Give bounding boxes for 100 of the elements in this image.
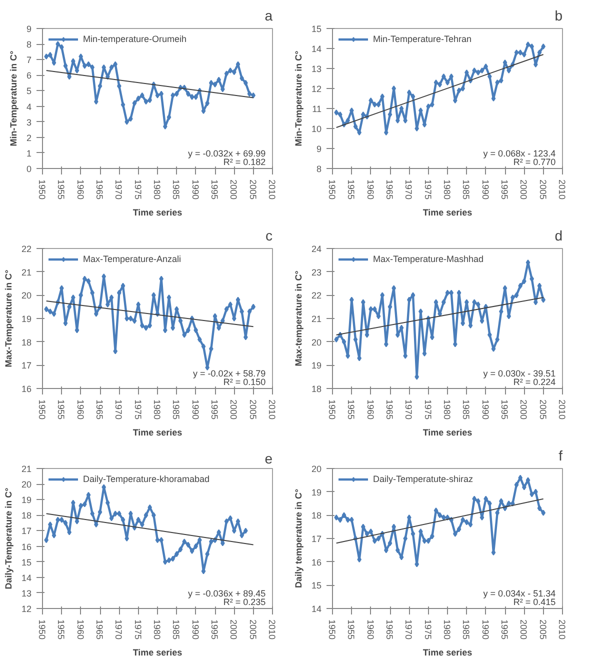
- x-tick-label: 1950: [327, 180, 337, 200]
- annotation: y = -0.02x + 58.79: [193, 368, 266, 378]
- x-axis-title: Time series: [422, 428, 472, 438]
- x-tick-label: 2000: [228, 400, 239, 420]
- x-tick-label: 1995: [210, 400, 220, 420]
- x-tick-label: 1975: [132, 400, 143, 420]
- x-tick-label: 1980: [442, 400, 452, 420]
- x-tick-label: 2005: [538, 620, 548, 640]
- y-tick-label: 15: [21, 557, 32, 568]
- x-tick-label: 1985: [171, 400, 182, 420]
- y-tick-label: 21: [311, 314, 322, 324]
- x-tick-label: 1990: [480, 400, 490, 420]
- x-tick-label: 1970: [114, 400, 124, 420]
- annotation: R² = 0.415: [513, 597, 556, 608]
- x-tick-label: 1970: [404, 180, 414, 200]
- y-tick-label: 19: [21, 495, 32, 506]
- x-tick-label: 1980: [152, 620, 162, 640]
- y-tick-label: 16: [311, 557, 322, 568]
- x-tick-label: 2000: [228, 180, 239, 200]
- x-tick-label: 2010: [267, 620, 277, 640]
- y-tick-label: 19: [21, 314, 32, 324]
- y-tick-label: 3: [26, 117, 32, 128]
- x-tick-label: 1960: [75, 400, 86, 420]
- annotation: R² = 0.150: [223, 377, 266, 388]
- y-tick-label: 0: [26, 164, 32, 174]
- legend-label: Max-Temperature-Mashhad: [373, 254, 484, 264]
- y-tick-label: 20: [311, 464, 322, 474]
- y-tick-label: 20: [21, 290, 32, 301]
- x-tick-label: 1990: [190, 400, 200, 420]
- x-axis-title: Time series: [132, 648, 182, 658]
- y-tick-label: 20: [311, 337, 322, 348]
- chart-title: d: [554, 228, 563, 244]
- y-tick-label: 19: [311, 360, 322, 371]
- annotation: R² = 0.235: [223, 597, 266, 608]
- y-tick-label: 13: [311, 64, 322, 74]
- y-tick-label: 2: [26, 132, 32, 143]
- y-tick-label: 18: [311, 384, 322, 394]
- x-tick-label: 2005: [248, 400, 258, 420]
- x-tick-label: 2005: [248, 180, 258, 200]
- x-tick-label: 1960: [75, 180, 86, 200]
- x-tick-label: 1965: [94, 180, 104, 200]
- x-tick-label: 1980: [442, 620, 452, 640]
- x-tick-label: 1985: [461, 180, 472, 200]
- x-tick-label: 1950: [37, 620, 47, 640]
- x-tick-label: 1980: [442, 180, 452, 200]
- y-tick-label: 15: [311, 24, 322, 34]
- annotation: R² = 0.224: [513, 377, 556, 388]
- y-axis-title: Min-Temperature in C°: [8, 50, 18, 146]
- x-tick-label: 2010: [557, 400, 567, 420]
- y-tick-label: 7: [26, 55, 32, 66]
- x-tick-label: 1965: [384, 620, 394, 640]
- x-tick-label: 1975: [422, 620, 433, 640]
- legend-label: Daily-Temperatute-shiraz: [373, 474, 474, 484]
- legend-label: Daily-Temperature-khoramabad: [83, 474, 210, 484]
- x-tick-label: 1995: [500, 400, 510, 420]
- y-tick-label: 9: [316, 144, 322, 154]
- x-tick-label: 2010: [267, 180, 277, 200]
- x-tick-label: 1990: [190, 620, 200, 640]
- x-tick-label: 2000: [518, 180, 529, 200]
- x-tick-label: 1965: [94, 400, 104, 420]
- x-tick-label: 1995: [500, 180, 510, 200]
- x-tick-label: 1975: [422, 400, 433, 420]
- annotation: y = -0.036x + 89.45: [188, 588, 266, 598]
- annotation: y = 0.068x - 123.4: [483, 148, 556, 158]
- annotation: R² = 0.770: [513, 157, 556, 168]
- y-tick-label: 18: [21, 510, 32, 521]
- x-tick-label: 1970: [404, 620, 414, 640]
- x-tick-label: 1960: [365, 400, 376, 420]
- x-tick-label: 1950: [37, 400, 47, 420]
- x-tick-label: 1960: [365, 620, 376, 640]
- y-tick-label: 10: [311, 124, 322, 134]
- legend-label: Max-Temperature-Anzali: [83, 254, 182, 264]
- x-tick-label: 1995: [210, 180, 220, 200]
- y-tick-label: 14: [21, 572, 32, 583]
- x-tick-label: 1955: [346, 620, 356, 640]
- x-tick-label: 1985: [171, 180, 182, 200]
- x-tick-label: 1995: [500, 620, 510, 640]
- y-tick-label: 22: [21, 244, 32, 254]
- chart-title: f: [558, 448, 563, 464]
- x-tick-label: 1980: [152, 400, 162, 420]
- x-axis-title: Time series: [422, 648, 472, 658]
- x-tick-label: 1975: [132, 620, 143, 640]
- y-tick-label: 17: [311, 534, 322, 544]
- y-tick-label: 15: [311, 580, 322, 591]
- x-axis-title: Time series: [422, 208, 472, 218]
- x-tick-label: 1955: [56, 180, 66, 200]
- y-tick-label: 16: [21, 542, 32, 552]
- x-tick-label: 1965: [384, 400, 394, 420]
- y-tick-label: 23: [311, 267, 322, 278]
- y-tick-label: 14: [311, 44, 322, 54]
- y-tick-label: 17: [21, 526, 32, 536]
- x-tick-label: 1965: [94, 620, 104, 640]
- chart-title: b: [554, 8, 563, 24]
- x-tick-label: 1950: [37, 180, 47, 200]
- x-tick-label: 1960: [75, 620, 86, 640]
- y-tick-label: 24: [311, 244, 322, 254]
- y-tick-label: 6: [26, 70, 32, 81]
- x-tick-label: 1960: [365, 180, 376, 200]
- x-tick-label: 1990: [190, 180, 200, 200]
- x-tick-label: 2005: [538, 180, 548, 200]
